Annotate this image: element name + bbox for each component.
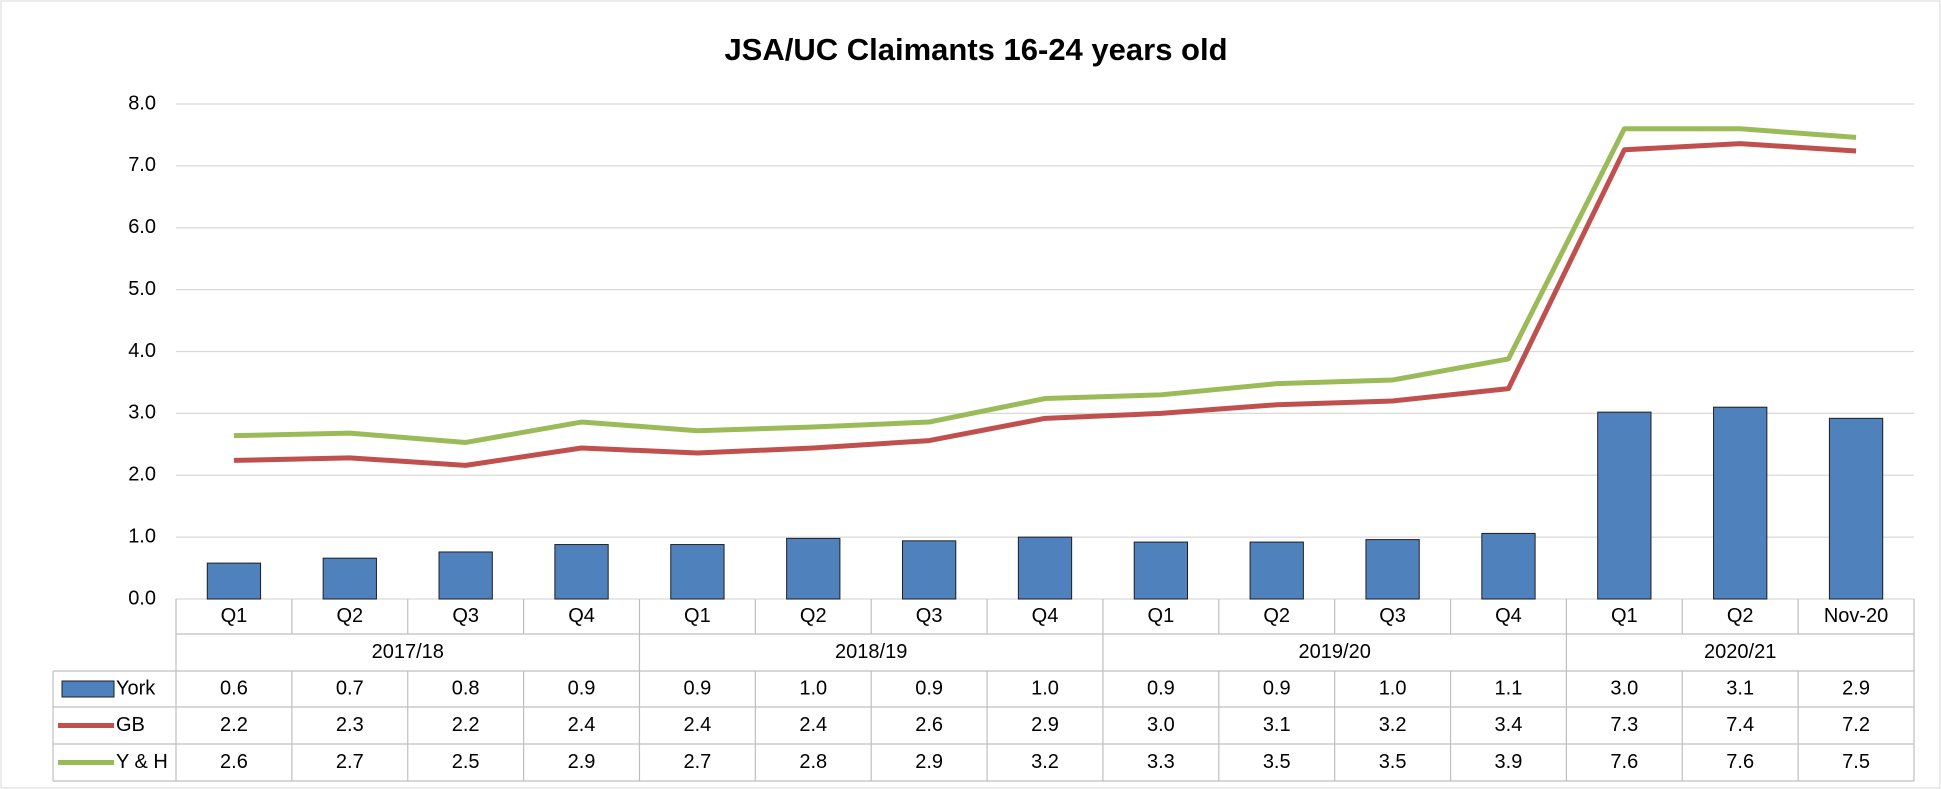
x-tick-label: Q4 bbox=[1495, 605, 1522, 627]
table-value: 2.4 bbox=[568, 714, 596, 736]
x-tick-label: Q1 bbox=[1148, 605, 1175, 627]
bar bbox=[1017, 536, 1073, 600]
table-value: 3.5 bbox=[1379, 751, 1407, 773]
table-value: 2.2 bbox=[452, 714, 480, 736]
table-value: 3.0 bbox=[1610, 677, 1638, 699]
table-value: 0.6 bbox=[220, 677, 248, 699]
table-value: 2.3 bbox=[336, 714, 364, 736]
table-value: 2.4 bbox=[683, 714, 711, 736]
table-value: 7.5 bbox=[1842, 751, 1870, 773]
line bbox=[233, 126, 1857, 445]
bar bbox=[670, 544, 725, 600]
y-tick-label: 8.0 bbox=[128, 92, 156, 114]
table-value: 1.0 bbox=[1031, 677, 1059, 699]
table-value: 7.6 bbox=[1610, 751, 1638, 773]
legend-label: Y & H bbox=[116, 751, 168, 773]
table-value: 7.3 bbox=[1610, 714, 1638, 736]
y-tick-label: 7.0 bbox=[128, 154, 156, 176]
table-value: 2.6 bbox=[220, 751, 248, 773]
table-value: 1.0 bbox=[1379, 677, 1407, 699]
table-value: 0.7 bbox=[336, 677, 364, 699]
table-value: 7.6 bbox=[1726, 751, 1754, 773]
table-value: 3.2 bbox=[1031, 751, 1059, 773]
table-value: 2.8 bbox=[799, 751, 827, 773]
x-tick-label: Q2 bbox=[800, 605, 827, 627]
bar bbox=[1481, 532, 1536, 600]
table-value: 1.0 bbox=[799, 677, 827, 699]
x-tick-label: Q4 bbox=[1032, 605, 1059, 627]
line bbox=[233, 141, 1857, 468]
bar bbox=[1133, 541, 1189, 600]
bar bbox=[1828, 417, 1884, 600]
table-value: 3.0 bbox=[1147, 714, 1175, 736]
group-label: 2017/18 bbox=[372, 641, 444, 663]
bar bbox=[1597, 411, 1652, 600]
bar bbox=[901, 540, 957, 600]
x-tick-label: Q3 bbox=[1379, 605, 1406, 627]
chart-title: JSA/UC Claimants 16-24 years old bbox=[724, 32, 1227, 67]
table-value: 0.9 bbox=[683, 677, 711, 699]
table-value: 3.1 bbox=[1726, 677, 1754, 699]
group-label: 2019/20 bbox=[1299, 641, 1371, 663]
legend-swatch bbox=[61, 680, 115, 698]
x-tick-label: Q1 bbox=[1611, 605, 1638, 627]
y-tick-label: 5.0 bbox=[128, 278, 156, 300]
group-label: 2018/19 bbox=[835, 641, 907, 663]
table-value: 1.1 bbox=[1495, 677, 1523, 699]
x-tick-label: Q1 bbox=[221, 605, 248, 627]
group-label: 2020/21 bbox=[1704, 641, 1776, 663]
table-value: 2.2 bbox=[220, 714, 248, 736]
bar bbox=[206, 562, 262, 600]
x-tick-label: Nov-20 bbox=[1824, 605, 1888, 627]
table-value: 3.1 bbox=[1263, 714, 1291, 736]
table-value: 0.9 bbox=[568, 677, 596, 699]
table-value: 7.4 bbox=[1726, 714, 1754, 736]
bar bbox=[786, 537, 841, 600]
bar bbox=[1713, 406, 1768, 600]
table-value: 2.9 bbox=[568, 751, 596, 773]
y-tick-label: 1.0 bbox=[128, 525, 156, 547]
bar bbox=[1365, 539, 1420, 600]
bar bbox=[322, 557, 377, 600]
table-value: 2.9 bbox=[1031, 714, 1059, 736]
y-tick-label: 0.0 bbox=[128, 587, 156, 609]
table-value: 2.9 bbox=[1842, 677, 1870, 699]
table-value: 2.6 bbox=[915, 714, 943, 736]
table-value: 3.5 bbox=[1263, 751, 1291, 773]
legend-label: GB bbox=[116, 714, 145, 736]
y-tick-label: 6.0 bbox=[128, 216, 156, 238]
x-tick-label: Q2 bbox=[1263, 605, 1290, 627]
table-value: 2.9 bbox=[915, 751, 943, 773]
table-value: 3.2 bbox=[1379, 714, 1407, 736]
table-value: 2.4 bbox=[799, 714, 827, 736]
table-value: 0.9 bbox=[1147, 677, 1175, 699]
table-value: 3.3 bbox=[1147, 751, 1175, 773]
y-tick-label: 2.0 bbox=[128, 464, 156, 486]
table-value: 2.7 bbox=[336, 751, 364, 773]
legend-label: York bbox=[116, 677, 156, 699]
table-value: 0.9 bbox=[915, 677, 943, 699]
table-value: 0.8 bbox=[452, 677, 480, 699]
bar bbox=[438, 551, 493, 600]
table-value: 2.5 bbox=[452, 751, 480, 773]
table-value: 0.9 bbox=[1263, 677, 1291, 699]
table-value: 3.4 bbox=[1495, 714, 1523, 736]
x-tick-label: Q3 bbox=[916, 605, 943, 627]
x-tick-label: Q1 bbox=[684, 605, 711, 627]
x-tick-label: Q2 bbox=[336, 605, 363, 627]
bar bbox=[554, 544, 609, 600]
table-value: 7.2 bbox=[1842, 714, 1870, 736]
y-tick-label: 4.0 bbox=[128, 340, 156, 362]
table-value: 2.7 bbox=[683, 751, 711, 773]
x-tick-label: Q3 bbox=[452, 605, 479, 627]
bar bbox=[1249, 541, 1304, 600]
x-tick-label: Q2 bbox=[1727, 605, 1754, 627]
x-tick-label: Q4 bbox=[568, 605, 595, 627]
y-tick-label: 3.0 bbox=[128, 402, 156, 424]
table-value: 3.9 bbox=[1495, 751, 1523, 773]
